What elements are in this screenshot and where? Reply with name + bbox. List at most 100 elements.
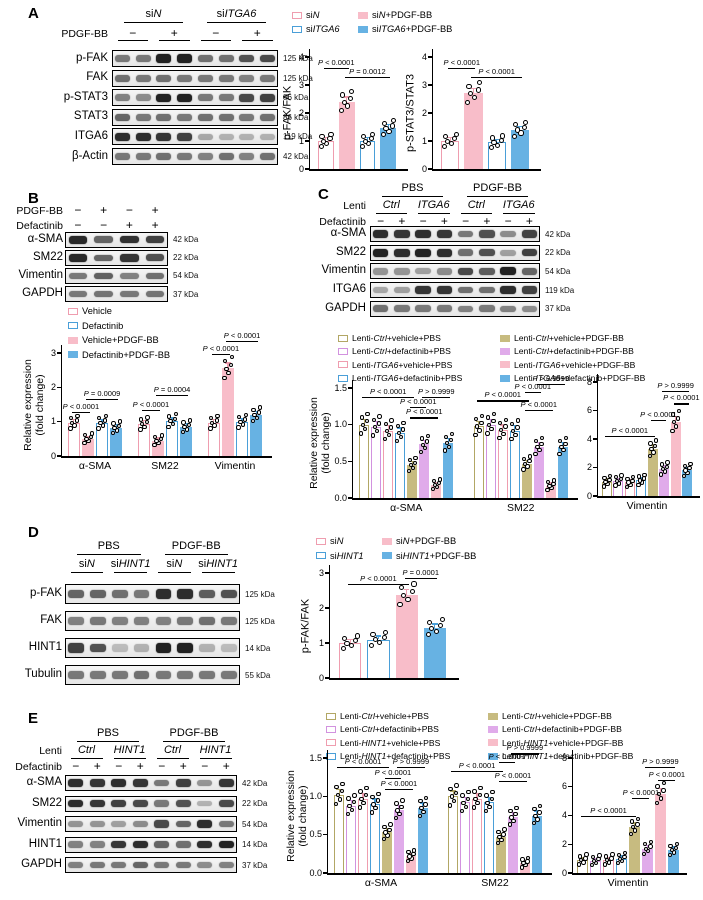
data-point: [419, 436, 424, 441]
error-bar-cap: [631, 822, 638, 824]
legend-label: Lenti-ITGA6+vehicle+PDGF-BB: [514, 359, 636, 370]
bar: [395, 595, 418, 678]
error-bar: [478, 421, 480, 427]
error-bar-cap: [420, 802, 426, 804]
data-point: [345, 811, 351, 817]
legend-item: Lenti-Ctrl+vehicle+PBS: [326, 711, 478, 721]
protein-band: [521, 305, 538, 312]
panel-b-chart-relative-expression: 0 1 2 3 Relative expression (fold change) α-S…: [18, 331, 302, 478]
protein-band: [479, 267, 495, 275]
error-bar: [346, 96, 348, 102]
protein-band: [175, 779, 191, 787]
data-point: [449, 431, 454, 437]
panel-c-western-blot: PBS PDGF-BB Lenti Ctrl ITGA6 Ctrl ITGA6 Defacti…: [316, 182, 596, 322]
data-point: [400, 798, 405, 803]
protein-band: [239, 113, 255, 121]
protein-band: [436, 268, 453, 275]
blot-lane-box: [370, 244, 540, 261]
data-point: [411, 581, 417, 587]
p-value: P > 0.9999: [506, 743, 544, 753]
data-point: [398, 584, 404, 591]
y-axis-title: p-FAK/FAK: [299, 598, 312, 653]
protein-band: [154, 861, 170, 869]
group-label: siN: [78, 558, 95, 570]
protein-band: [372, 268, 389, 275]
error-bar-cap: [169, 417, 175, 419]
legend-item: Lenti-ITGA6+defactinib+PDGF-BB: [500, 373, 645, 383]
data-point: [363, 792, 368, 798]
data-point: [671, 850, 677, 855]
category-label: α-SMA: [364, 877, 398, 889]
p-value: P < 0.0001: [663, 393, 700, 403]
data-point: [84, 436, 89, 442]
group-label: PBS: [401, 182, 424, 194]
group-underline: [163, 740, 225, 742]
group-label: siN: [145, 8, 162, 20]
panel-b-legend: Vehicle Defactinib Vehicle+PDGF-BB Defactin…: [68, 306, 170, 364]
data-point: [180, 429, 185, 435]
protein-band: [500, 286, 516, 294]
data-point: [208, 415, 214, 421]
protein-band: [239, 93, 255, 102]
legend-label: Vehicle: [82, 306, 112, 316]
protein-band: [218, 152, 234, 161]
category-label: α-SMA: [78, 460, 112, 472]
data-point: [362, 138, 368, 144]
data-point: [344, 103, 351, 109]
protein-label: Vimentin: [18, 268, 63, 281]
data-point: [117, 419, 123, 424]
p-value-line: [673, 403, 690, 405]
p-value-line: [524, 391, 541, 393]
data-point: [577, 862, 582, 867]
data-point: [499, 837, 504, 843]
legend-item: Defactinib: [68, 321, 170, 331]
molecular-weight: 119 kDa: [545, 285, 575, 295]
data-point: [364, 785, 369, 791]
bar: [459, 802, 471, 873]
p-value-line: [632, 798, 650, 800]
panel-e-label: E: [28, 710, 39, 727]
data-point: [558, 438, 563, 444]
axis-tick: [428, 140, 432, 142]
data-point: [364, 419, 370, 424]
axis-tick: [305, 56, 309, 58]
error-bar-cap: [364, 137, 371, 139]
error-bar: [488, 797, 490, 803]
protein-band: [154, 820, 170, 828]
group-label: PDGF-BB: [473, 182, 522, 194]
data-point: [477, 792, 482, 798]
group-label: ITGA6: [502, 199, 535, 211]
data-point: [98, 420, 103, 426]
panel-b-label: B: [28, 190, 39, 207]
protein-band: [221, 644, 237, 652]
data-point: [352, 793, 357, 798]
protein-band: [68, 799, 84, 808]
data-point: [187, 418, 193, 423]
p-value-line: [344, 77, 391, 79]
legend-column: siN siHINT1: [316, 536, 376, 565]
data-point: [669, 848, 674, 853]
protein-band: [68, 779, 84, 787]
data-point: [473, 796, 478, 802]
data-point: [602, 862, 608, 867]
data-point: [538, 804, 543, 809]
p-value: P < 0.0001: [399, 397, 437, 407]
molecular-weight: 54 kDa: [242, 819, 268, 829]
legend-label: siN: [306, 10, 320, 20]
bar: [485, 424, 496, 498]
data-point: [671, 412, 676, 417]
group-label: siHINT1: [110, 558, 151, 570]
data-point: [636, 474, 642, 479]
data-point: [167, 414, 172, 419]
error-bar-cap: [474, 792, 480, 795]
error-bar-cap: [409, 461, 416, 463]
protein-band: [199, 644, 216, 652]
blot-lane-box: [112, 89, 278, 107]
data-point: [654, 801, 660, 806]
error-bar-cap: [85, 435, 91, 437]
error-bar-cap: [493, 138, 500, 140]
axis-tick: [568, 786, 572, 788]
tick-label: 0: [298, 163, 304, 174]
error-bar-cap: [534, 810, 540, 812]
legend-label: Lenti-Ctrl+defactinib+PDGF-BB: [514, 346, 634, 357]
